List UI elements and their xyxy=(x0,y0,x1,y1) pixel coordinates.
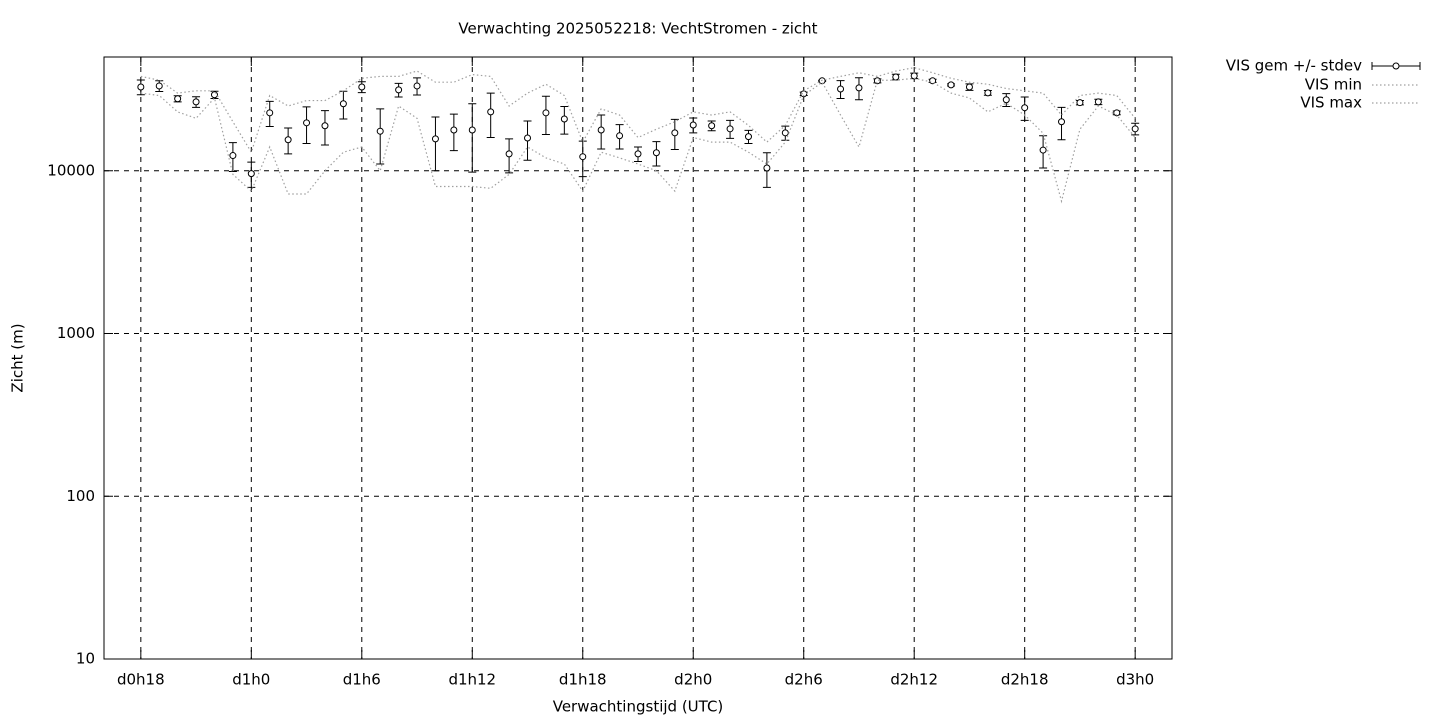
point xyxy=(284,136,292,144)
point xyxy=(339,100,347,108)
x-tick-label: d2h0 xyxy=(674,671,712,689)
point xyxy=(726,125,734,133)
point xyxy=(155,82,163,90)
point xyxy=(192,98,200,106)
point xyxy=(229,152,237,160)
point xyxy=(468,126,476,134)
x-tick-label: d2h6 xyxy=(785,671,823,689)
point xyxy=(616,132,624,140)
point xyxy=(1076,99,1084,107)
point xyxy=(431,135,439,143)
x-tick-label: d1h18 xyxy=(559,671,607,689)
point xyxy=(1058,118,1066,126)
x-tick-label: d2h18 xyxy=(1001,671,1049,689)
point xyxy=(744,133,752,141)
y-tick-label: 10000 xyxy=(47,161,95,179)
point xyxy=(763,164,771,172)
point xyxy=(395,86,403,94)
x-tick-label: d3h0 xyxy=(1116,671,1154,689)
error-bar xyxy=(376,108,385,165)
y-tick-label: 100 xyxy=(66,487,95,505)
line xyxy=(140,67,1136,154)
point xyxy=(929,77,937,85)
point xyxy=(137,83,145,91)
chart-title: Verwachting 2025052218: VechtStromen - z… xyxy=(458,20,817,38)
y-axis-label: Zicht (m) xyxy=(9,323,27,392)
x-tick-label: d2h12 xyxy=(890,671,938,689)
point xyxy=(781,129,789,137)
point xyxy=(984,89,992,97)
point xyxy=(837,85,845,93)
x-tick-label: d1h0 xyxy=(232,671,270,689)
x-tick-label: d1h12 xyxy=(448,671,496,689)
point xyxy=(855,84,863,92)
point xyxy=(1131,125,1139,133)
point xyxy=(652,149,660,157)
point xyxy=(174,95,182,103)
point xyxy=(689,121,697,129)
point xyxy=(358,83,366,91)
point xyxy=(634,150,642,158)
y-tick-label: 1000 xyxy=(57,324,95,342)
point xyxy=(210,91,218,99)
point xyxy=(266,109,274,117)
y-tick-label: 10 xyxy=(76,650,95,668)
point xyxy=(487,108,495,116)
x-tick-label: d0h18 xyxy=(117,671,165,689)
plot-frame xyxy=(103,56,1173,660)
point xyxy=(1021,104,1029,112)
point xyxy=(671,129,679,137)
point xyxy=(542,109,550,117)
point xyxy=(321,122,329,130)
legend-label: VIS min xyxy=(1305,76,1362,94)
point xyxy=(892,73,900,81)
legend-label: VIS max xyxy=(1300,94,1362,112)
point xyxy=(1094,98,1102,106)
point xyxy=(450,126,458,134)
point xyxy=(303,119,311,127)
point xyxy=(947,81,955,89)
error-bar xyxy=(468,103,477,173)
point xyxy=(708,122,716,130)
x-axis-label: Verwachtingstijd (UTC) xyxy=(553,698,724,716)
point xyxy=(560,115,568,123)
x-tick-label: d1h6 xyxy=(343,671,381,689)
point xyxy=(965,83,973,91)
legend-label: VIS gem +/- stdev xyxy=(1226,57,1362,75)
point xyxy=(873,77,881,85)
point xyxy=(579,153,587,161)
point xyxy=(413,82,421,90)
legend-symbol xyxy=(1392,62,1400,70)
point xyxy=(505,150,513,158)
point xyxy=(1039,146,1047,154)
point xyxy=(524,134,532,142)
point xyxy=(1002,96,1010,104)
point xyxy=(376,127,384,135)
point xyxy=(1113,109,1121,117)
point xyxy=(597,126,605,134)
error-bar xyxy=(431,116,440,172)
point xyxy=(247,170,255,178)
